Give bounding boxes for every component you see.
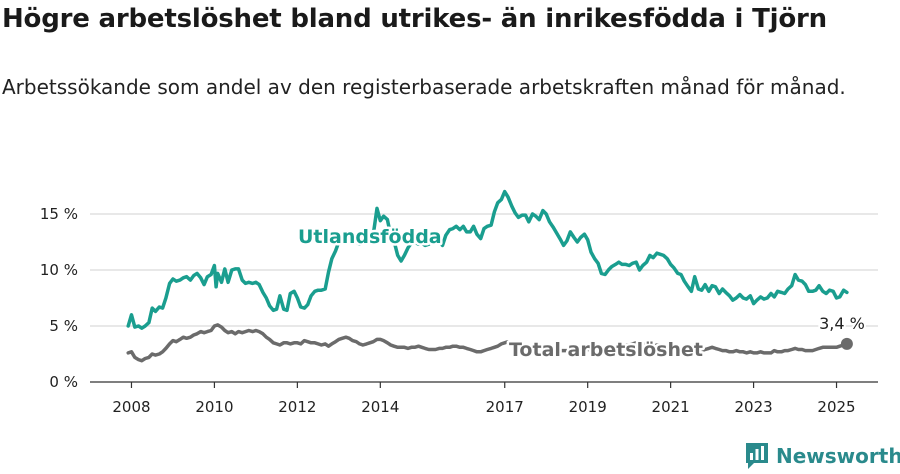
x-tick-label: 2025 (817, 398, 855, 416)
x-tick-label: 2008 (112, 398, 150, 416)
total-end-label: 3,4 % (819, 314, 865, 333)
series-labels: Utlandsfödda Total arbetslöshet 3,4 % (296, 224, 867, 364)
total-end-point (840, 337, 853, 350)
x-tick-label: 2012 (278, 398, 316, 416)
x-tick-label: 2021 (652, 398, 690, 416)
x-axis: 2008 2010 2012 2014 2017 2019 2021 2023 2025 (90, 381, 878, 416)
y-axis-ticks: 0 % 5 % 10 % 15 % (40, 205, 78, 391)
chart-title: Högre arbetslöshet bland utrikes- än inr… (2, 4, 827, 34)
series-label-utlandsfodda: Utlandsfödda (298, 226, 442, 248)
chart-subtitle: Arbetssökande som andel av den registerb… (2, 75, 846, 99)
x-tick-label: 2010 (195, 398, 233, 416)
newsworthy-logo-icon (746, 443, 768, 469)
y-tick-label: 10 % (40, 261, 78, 279)
series-line-total (126, 323, 849, 363)
y-tick-label: 5 % (49, 317, 78, 335)
series-line-utlandsfodda (126, 189, 849, 330)
series-lines (126, 189, 853, 363)
newsworthy-logo: Newsworthy (744, 440, 900, 472)
x-tick-label: 2014 (361, 398, 399, 416)
x-tick-label: 2019 (569, 398, 607, 416)
y-tick-label: 15 % (40, 205, 78, 223)
x-tick-label: 2023 (734, 398, 772, 416)
brand-name: Newsworthy (776, 444, 900, 468)
y-tick-label: 0 % (49, 373, 78, 391)
x-tick-label: 2017 (486, 398, 524, 416)
series-label-total: Total arbetslöshet (509, 339, 703, 361)
